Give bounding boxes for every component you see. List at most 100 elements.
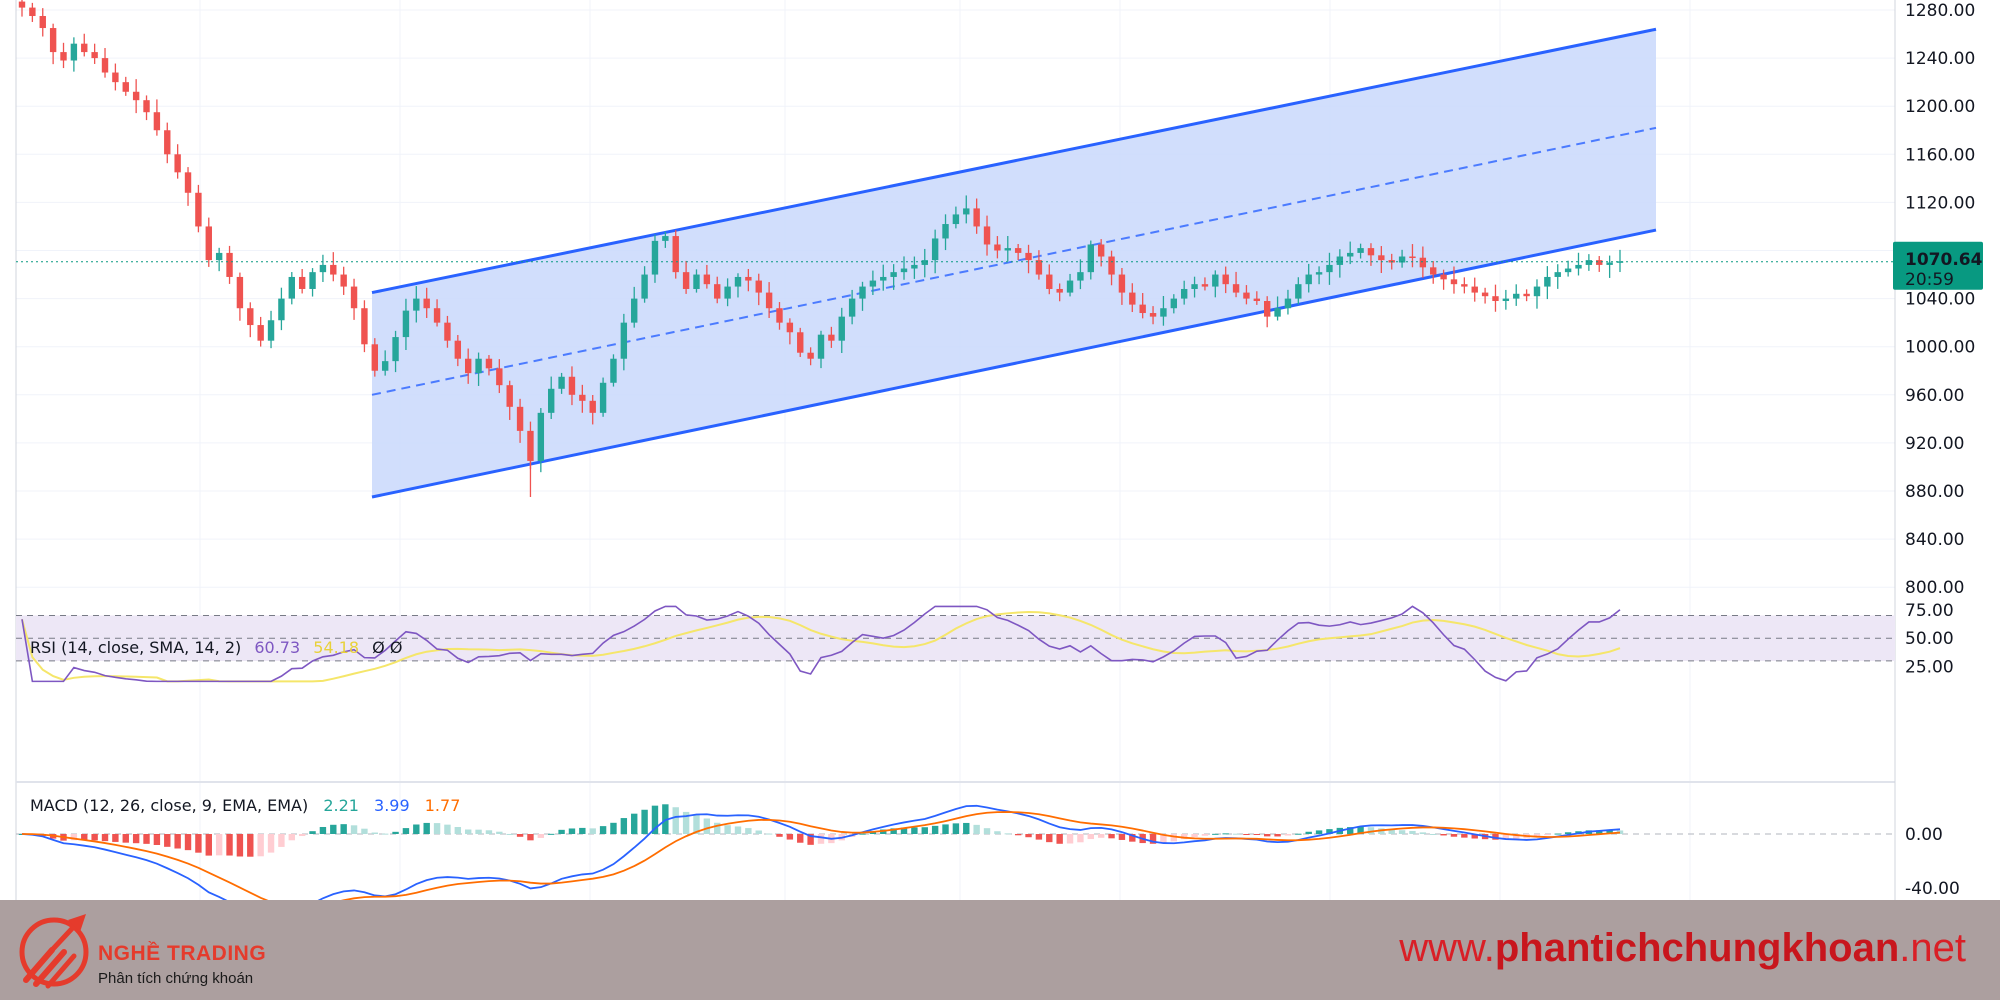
candle-body	[828, 334, 835, 341]
candle-body	[848, 298, 856, 317]
last-price-countdown: 20:59	[1905, 270, 1954, 290]
url-domain: phantichchungkhoan	[1494, 926, 1900, 970]
candle-body	[527, 430, 534, 461]
macd-histogram-bar	[1129, 834, 1136, 842]
candle-body	[1409, 256, 1416, 259]
macd-histogram-bar	[537, 834, 545, 838]
macd-histogram-bar	[963, 822, 970, 834]
macd-histogram-bar	[122, 834, 129, 843]
candle-body	[1118, 274, 1126, 293]
rsi-pane[interactable]: 75.00 50.00 25.00	[16, 601, 1954, 683]
candle-body	[1046, 274, 1053, 289]
candle-body	[703, 274, 711, 285]
candle-body	[298, 276, 306, 289]
macd-pane[interactable]: 0.00 -40.00	[16, 804, 1960, 900]
candle-body	[1326, 264, 1333, 273]
candle-body	[288, 276, 295, 299]
candle-body	[817, 334, 825, 359]
macd-histogram-bar	[164, 834, 171, 847]
macd-histogram-bar	[1149, 834, 1157, 844]
candle-body	[278, 298, 285, 321]
candle-body	[869, 280, 877, 287]
candle-body	[153, 112, 161, 131]
candle-body	[548, 388, 555, 413]
candle-body	[350, 286, 358, 309]
rsi-sma-line	[21, 610, 1621, 683]
macd-histogram-bar	[651, 805, 659, 834]
macd-histogram-bar	[631, 813, 638, 834]
candle-body	[1440, 274, 1447, 280]
candle-body	[1149, 313, 1157, 317]
macd-histogram-bar	[101, 834, 109, 842]
candle-body	[797, 332, 804, 353]
macd-histogram-bar	[402, 828, 410, 834]
macd-histogram-bar	[184, 834, 192, 851]
candle-body	[589, 400, 596, 413]
candle-body	[682, 272, 690, 289]
macd-histogram-bar	[444, 824, 451, 834]
candle-body	[164, 130, 171, 155]
macd-histogram-bar	[817, 834, 825, 844]
macd-histogram-bar	[1388, 829, 1395, 834]
candle-body	[755, 280, 762, 293]
candle-body	[973, 208, 980, 227]
candle-body	[1305, 274, 1312, 285]
macd-histogram-bar	[1430, 833, 1437, 835]
candle-body	[1056, 288, 1063, 293]
macd-histogram-bar	[278, 834, 285, 847]
macd-histogram-bar	[1087, 834, 1094, 840]
macd-histogram-bar	[1097, 834, 1105, 838]
site-url: www.phantichchungkhoan.net	[1399, 926, 1966, 971]
parallel-channel[interactable]	[371, 27, 1657, 499]
candle-body	[91, 52, 98, 59]
candle-body	[579, 394, 586, 401]
macd-histogram-bar	[433, 823, 441, 834]
candle-body	[1077, 272, 1084, 281]
macd-histogram-bar	[1367, 827, 1375, 834]
candle-body	[247, 308, 254, 326]
macd-histogram-bar	[931, 825, 939, 834]
macd-histogram-bar	[288, 834, 295, 841]
candle-body	[18, 1, 26, 8]
price-chart[interactable]: 1280.001240.001200.001160.001120.001080.…	[0, 0, 2000, 900]
macd-histogram-bar	[1409, 830, 1416, 834]
macd-histogram-bar	[900, 827, 908, 834]
macd-histogram-bar	[1315, 830, 1323, 834]
macd-histogram-bar	[1180, 834, 1188, 840]
candle-body	[942, 224, 949, 239]
candle-body	[1129, 292, 1136, 305]
candle-body	[776, 308, 783, 323]
candle-body	[81, 43, 88, 53]
macd-histogram-bar	[485, 830, 493, 834]
macd-histogram-bar	[454, 827, 462, 834]
macd-histogram-bar	[1066, 834, 1074, 844]
candle-body	[29, 7, 36, 17]
candle-body	[765, 292, 773, 309]
candle-body	[911, 264, 918, 269]
macd-histogram-bar	[1471, 834, 1478, 839]
candle-body	[309, 272, 316, 289]
macd-histogram-bar	[714, 822, 721, 834]
candle-body	[122, 82, 129, 92]
candle-body	[205, 226, 212, 261]
macd-histogram-bar	[568, 828, 576, 834]
candle-body	[454, 340, 462, 359]
macd-histogram-bar	[994, 831, 1001, 834]
candle-body	[464, 358, 472, 374]
macd-histogram-bar	[350, 825, 358, 834]
macd-histogram-bar	[1212, 833, 1219, 835]
candle-body	[361, 308, 368, 345]
price-tick-label: 960.00	[1905, 386, 1964, 406]
rsi-sma-value: 54.18	[313, 638, 359, 657]
price-axis[interactable]: 1280.001240.001200.001160.001120.001080.…	[1893, 0, 1983, 900]
macd-histogram-bar	[734, 826, 742, 834]
macd-histogram-bar	[81, 834, 88, 841]
macd-histogram-bar	[1118, 834, 1126, 840]
candle-body	[745, 276, 752, 281]
macd-histogram-bar	[703, 818, 711, 834]
macd-histogram-bar	[641, 809, 648, 834]
price-tick-label: 800.00	[1905, 578, 1964, 598]
macd-histogram-bar	[724, 825, 731, 834]
macd-histogram-bar	[1419, 832, 1427, 834]
candle-body	[39, 16, 46, 29]
